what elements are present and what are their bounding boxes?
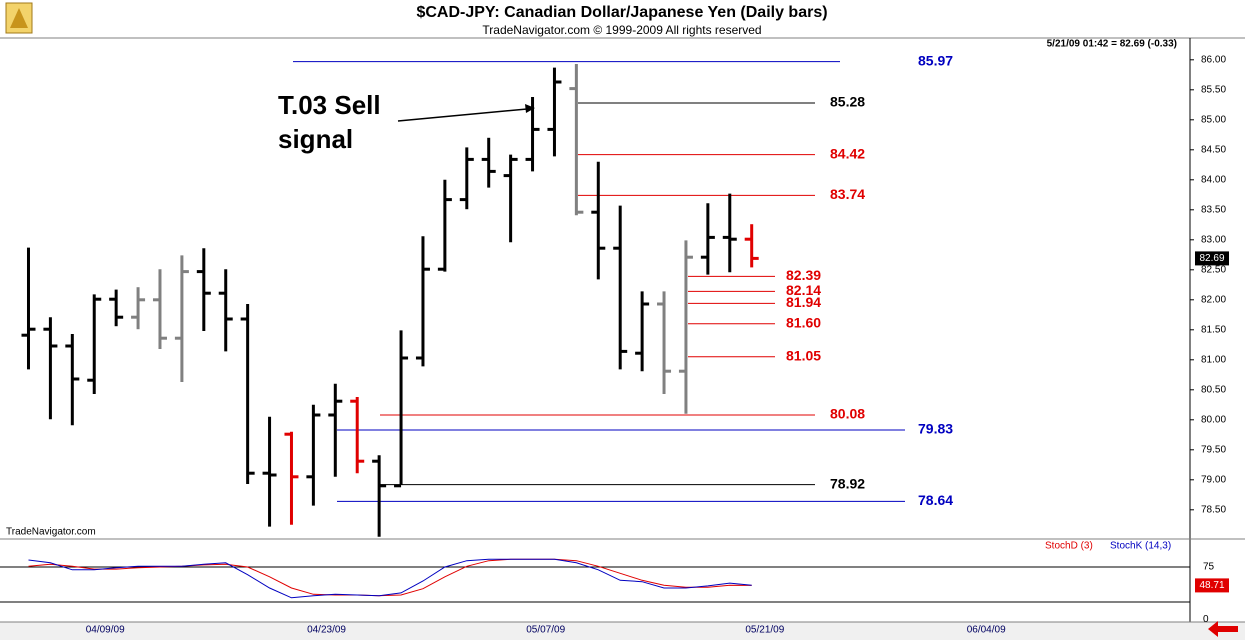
y-tick-label: 81.00 <box>1201 354 1226 365</box>
level-label: 79.83 <box>918 421 953 437</box>
scroll-arrow[interactable] <box>1208 621 1238 637</box>
y-tick-label: 83.50 <box>1201 204 1226 215</box>
x-tick-label: 04/23/09 <box>307 625 346 636</box>
date-strip <box>0 622 1245 640</box>
y-tick-label: 75 <box>1203 562 1215 573</box>
price-tag-label: 82.69 <box>1199 253 1224 264</box>
y-tick-label: 82.50 <box>1201 264 1226 275</box>
y-tick-label: 84.00 <box>1201 174 1226 185</box>
stoch-line <box>28 558 752 599</box>
chart-subtitle: TradeNavigator.com © 1999-2009 All right… <box>482 23 761 37</box>
value-tag <box>1195 578 1229 593</box>
level-label: 80.08 <box>830 406 865 422</box>
level-label: 78.92 <box>830 475 865 491</box>
x-tick-label: 05/07/09 <box>526 625 565 636</box>
annotation: signal <box>278 124 353 154</box>
y-tick-label: 79.50 <box>1201 444 1226 455</box>
logo <box>5 2 33 34</box>
level-label: 85.28 <box>830 94 865 110</box>
status-text: 5/21/09 01:42 = 82.69 (-0.33) <box>1047 39 1177 50</box>
stoch-line <box>28 558 752 597</box>
level-label: 81.60 <box>786 315 821 331</box>
annotation: T.03 Sell <box>278 90 381 120</box>
y-tick-label: 0 <box>1203 614 1209 625</box>
level-label: 78.64 <box>918 492 953 508</box>
value-tag-label: 48.71 <box>1199 580 1224 591</box>
level-label: 82.39 <box>786 267 821 283</box>
x-tick-label: 06/04/09 <box>967 625 1006 636</box>
price-tag <box>1195 251 1229 266</box>
level-label: 81.05 <box>786 348 821 364</box>
y-tick-label: 82.00 <box>1201 294 1226 305</box>
chart-title: $CAD-JPY: Canadian Dollar/Japanese Yen (… <box>416 4 827 21</box>
x-tick-label: 04/09/09 <box>86 625 125 636</box>
y-tick-label: 85.00 <box>1201 114 1226 125</box>
y-tick-label: 80.00 <box>1201 414 1226 425</box>
level-label: 85.97 <box>918 52 953 68</box>
level-label: 81.94 <box>786 294 821 310</box>
legend-label: StochD (3) <box>1045 541 1093 552</box>
level-label: 82.14 <box>786 282 821 298</box>
legend-label: StochK (14,3) <box>1110 541 1171 552</box>
level-label: 84.42 <box>830 145 865 161</box>
y-tick-label: 83.00 <box>1201 234 1226 245</box>
y-tick-label: 84.50 <box>1201 144 1226 155</box>
x-tick-label: 05/21/09 <box>745 625 784 636</box>
level-label: 83.74 <box>830 186 865 202</box>
y-tick-label: 86.00 <box>1201 54 1226 65</box>
y-tick-label: 79.00 <box>1201 474 1226 485</box>
y-tick-label: 80.50 <box>1201 384 1226 395</box>
footer-note: TradeNavigator.com <box>6 527 96 538</box>
annotation-arrow <box>397 108 528 122</box>
y-tick-label: 81.50 <box>1201 324 1226 335</box>
y-tick-label: 78.50 <box>1201 504 1226 515</box>
y-tick-label: 85.50 <box>1201 84 1226 95</box>
arrow-head <box>525 104 535 113</box>
